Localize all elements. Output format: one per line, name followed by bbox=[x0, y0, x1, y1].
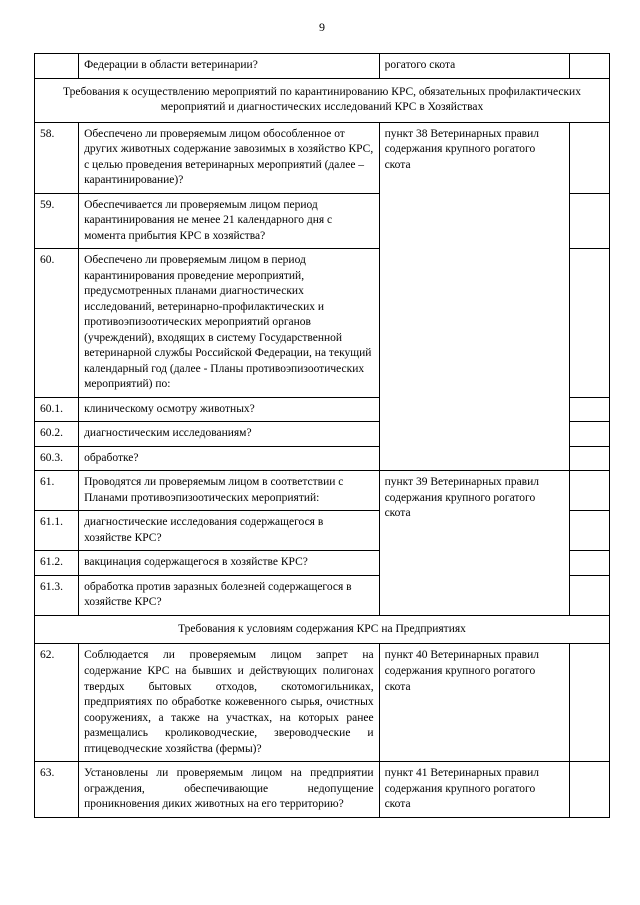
question-text: Обеспечено ли проверяемым лицом обособле… bbox=[79, 122, 380, 193]
answer-cell bbox=[569, 249, 609, 398]
answer-cell bbox=[569, 511, 609, 551]
answer-cell bbox=[569, 551, 609, 576]
row-number: 60.3. bbox=[35, 446, 79, 471]
answer-cell bbox=[569, 397, 609, 422]
page-number: 9 bbox=[34, 20, 610, 35]
answer-cell bbox=[569, 54, 609, 79]
question-text: клиническому осмотру животных? bbox=[79, 397, 380, 422]
row-number: 58. bbox=[35, 122, 79, 193]
answer-cell bbox=[569, 193, 609, 249]
row-number: 63. bbox=[35, 762, 79, 818]
row-number: 61.2. bbox=[35, 551, 79, 576]
answer-cell bbox=[569, 762, 609, 818]
row-number: 61.1. bbox=[35, 511, 79, 551]
answer-cell bbox=[569, 644, 609, 762]
question-text: Проводятся ли проверяемым лицом в соотве… bbox=[79, 471, 380, 511]
question-text: Федерации в области ветеринарии? bbox=[79, 54, 380, 79]
answer-cell bbox=[569, 446, 609, 471]
row-number: 61. bbox=[35, 471, 79, 511]
row-number: 60. bbox=[35, 249, 79, 398]
reference-text: пункт 41 Ветеринарных правил содержания … bbox=[379, 762, 569, 818]
answer-cell bbox=[569, 471, 609, 511]
question-text: Обеспечено ли проверяемым лицом в период… bbox=[79, 249, 380, 398]
section-header: Требования к осуществлению мероприятий п… bbox=[35, 78, 610, 122]
answer-cell bbox=[569, 575, 609, 615]
question-text: вакцинация содержащегося в хозяйстве КРС… bbox=[79, 551, 380, 576]
section-header: Требования к условиям содержания КРС на … bbox=[35, 615, 610, 644]
question-text: Установлены ли проверяемым лицом на пред… bbox=[79, 762, 380, 818]
row-number: 60.1. bbox=[35, 397, 79, 422]
row-number: 61.3. bbox=[35, 575, 79, 615]
reference-text: пункт 38 Ветеринарных правил содержания … bbox=[379, 122, 569, 471]
question-text: диагностические исследования содержащего… bbox=[79, 511, 380, 551]
question-text: Соблюдается ли проверяемым лицом запрет … bbox=[79, 644, 380, 762]
question-text: обработке? bbox=[79, 446, 380, 471]
checklist-table: Федерации в области ветеринарии?рогатого… bbox=[34, 53, 610, 818]
answer-cell bbox=[569, 122, 609, 193]
row-number: 60.2. bbox=[35, 422, 79, 447]
row-number: 59. bbox=[35, 193, 79, 249]
reference-text: рогатого скота bbox=[379, 54, 569, 79]
question-text: диагностическим исследованиям? bbox=[79, 422, 380, 447]
question-text: обработка против заразных болезней содер… bbox=[79, 575, 380, 615]
reference-text: пункт 40 Ветеринарных правил содержания … bbox=[379, 644, 569, 762]
question-text: Обеспечивается ли проверяемым лицом пери… bbox=[79, 193, 380, 249]
answer-cell bbox=[569, 422, 609, 447]
row-number bbox=[35, 54, 79, 79]
row-number: 62. bbox=[35, 644, 79, 762]
reference-text: пункт 39 Ветеринарных правил содержания … bbox=[379, 471, 569, 616]
